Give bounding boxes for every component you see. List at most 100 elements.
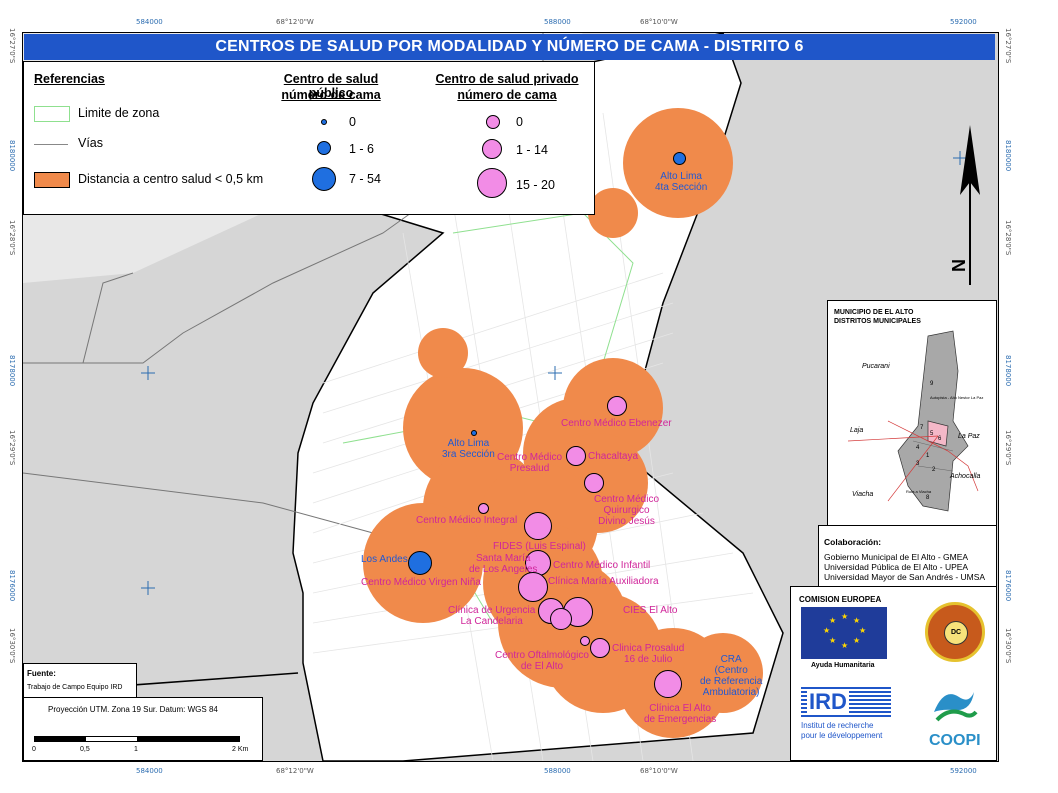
inset-road-2: Ruta a Viacha <box>906 489 932 494</box>
grid-bottom-2: 68°12'0"W <box>276 767 314 775</box>
label-los-andes: Los Andes <box>361 554 408 565</box>
grid-left-3: 16°28'0"S <box>8 220 16 256</box>
inset-district-6: 6 <box>938 436 942 442</box>
label-infantil: Centro Médico Infantil <box>553 560 651 571</box>
private-center-integral[interactable] <box>478 503 489 514</box>
svg-text:★: ★ <box>853 616 860 625</box>
grid-right-4: 8178000 <box>1004 355 1012 387</box>
ayuda-humanitaria-text: Ayuda Humanitaria <box>811 662 875 669</box>
eu-stars-icon: ★ ★★ ★★★ ★★ <box>823 612 866 650</box>
grid-left-7: 16°30'0"S <box>8 628 16 664</box>
grid-right-1: 16°27'0"S <box>1004 28 1012 64</box>
legend: Referencias Limite de zona Vías Distanci… <box>23 61 595 215</box>
private-center-prosalud[interactable] <box>590 638 610 658</box>
legend-heading: Referencias <box>34 72 105 86</box>
inset-title: MUNICIPIO DE EL ALTO DISTRITOS MUNICIPAL… <box>834 308 921 326</box>
inset-title-1: MUNICIPIO DE EL ALTO <box>834 309 914 316</box>
grid-bottom-5: 592000 <box>950 767 977 775</box>
fuente-text: Trabajo de Campo Equipo IRD <box>27 684 123 691</box>
colaboracion-line-3: Universidad Mayor de San Andrés - UMSA <box>824 572 986 582</box>
legend-publico-title-1: Centro de salud público <box>283 72 379 100</box>
legend-limite: Limite de zona <box>78 106 160 120</box>
ird-logo-icon: IRD <box>801 687 891 719</box>
label-alto-lima-3: Alto Lima 3ra Sección <box>442 438 495 460</box>
private-center-presalud[interactable] <box>566 446 586 466</box>
grid-right-2: 8180000 <box>1004 140 1012 172</box>
label-urgencia: Clínica de Urgencia La Candelaria <box>448 605 536 627</box>
colaboracion-line-1: Gobierno Municipal de El Alto - GMEA <box>824 552 969 562</box>
legend-privado-title-1: Centro de salud privado <box>435 72 579 86</box>
fuente-label: Fuente: <box>27 669 56 678</box>
coopi-text: COOPI <box>929 732 981 749</box>
private-center-small-2[interactable] <box>580 636 590 646</box>
inset-district-5: 5 <box>930 431 934 437</box>
grid-right-5: 16°29'0"S <box>1004 430 1012 466</box>
public-class-1: 1 - 6 <box>349 142 375 156</box>
comision-europea-text: COMISION EUROPEA <box>799 595 882 604</box>
svg-text:★: ★ <box>829 616 836 625</box>
map-title: CENTROS DE SALUD POR MODALIDAD Y NÚMERO … <box>24 34 995 60</box>
grid-bottom-4: 68°10'0"W <box>640 767 678 775</box>
label-presalud: Centro Médico Presalud <box>497 452 563 474</box>
zone-limit-swatch <box>34 106 70 122</box>
private-class-0-symbol <box>486 115 500 129</box>
grid-top-5: 592000 <box>950 18 977 26</box>
scale-tick-05: 0,5 <box>80 746 90 753</box>
inset-district-2: 2 <box>932 467 936 473</box>
grid-right-7: 16°30'0"S <box>1004 628 1012 664</box>
private-center-emergencias[interactable] <box>654 670 682 698</box>
private-class-1: 1 - 14 <box>516 143 548 157</box>
private-center-ebenezer[interactable] <box>607 396 627 416</box>
fuente-box: Fuente: Trabajo de Campo Equipo IRD <box>23 663 137 699</box>
north-arrow-icon <box>960 125 980 285</box>
ird-subtitle: Institut de recherche pour le développem… <box>801 721 883 740</box>
coopi-logo-icon <box>929 682 979 722</box>
label-oftalmologico: Centro Oftalmológico de El Alto <box>495 650 589 672</box>
public-center-alto-lima-4[interactable] <box>673 152 686 165</box>
svg-text:★: ★ <box>859 626 866 635</box>
scale-tick-0: 0 <box>32 746 36 753</box>
private-center-santa-maria[interactable] <box>525 550 551 576</box>
scale-tick-2km: 2 Km <box>232 746 249 753</box>
grid-left-6: 8176000 <box>8 570 16 602</box>
defensa-civil-logo-icon: DC <box>925 602 985 662</box>
inset-district-8: 8 <box>926 495 930 501</box>
grid-top-4: 68°10'0"W <box>640 18 678 26</box>
grid-top-2: 68°12'0"W <box>276 18 314 26</box>
projection-text: Proyección UTM. Zona 19 Sur. Datum: WGS … <box>48 705 218 714</box>
legend-privado-title-2: número de cama <box>457 88 557 102</box>
label-cies: CIES El Alto <box>623 605 678 616</box>
private-center-fides[interactable] <box>524 512 552 540</box>
grid-bottom-1: 584000 <box>136 767 163 775</box>
inset-la-paz: La Paz <box>958 433 980 440</box>
private-center-auxiliadora[interactable] <box>518 572 548 602</box>
private-center-divino-jesus[interactable] <box>584 473 604 493</box>
public-center-los-andes[interactable] <box>408 551 432 575</box>
dc-badge: DC <box>944 621 968 645</box>
eu-flag-icon: ★ ★ ★ ★ ★ ★ ★ ★ <box>801 607 887 659</box>
label-santa-maria: Santa María de Los Angeles <box>469 553 538 575</box>
legend-distancia: Distancia a centro salud < 0,5 km <box>78 172 264 186</box>
north-label: N <box>949 259 969 272</box>
public-class-2-symbol <box>312 167 336 191</box>
svg-text:★: ★ <box>853 636 860 645</box>
public-class-2: 7 - 54 <box>349 172 381 186</box>
colaboracion-title: Colaboración: <box>824 537 882 547</box>
grid-left-2: 8180000 <box>8 140 16 172</box>
label-auxiliadora: Clínica María Auxiliadora <box>548 576 659 587</box>
public-center-alto-lima-3[interactable] <box>471 430 477 436</box>
inset-pucarani: Pucarani <box>862 363 890 370</box>
public-class-1-symbol <box>317 141 331 155</box>
inset-viacha: Viacha <box>852 491 874 498</box>
label-divino-jesus: Centro Médico Quirurgico Divino Jesús <box>594 494 660 527</box>
inset-map: MUNICIPIO DE EL ALTO DISTRITOS MUNICIPAL… <box>827 300 997 526</box>
svg-text:★: ★ <box>841 612 848 621</box>
scale-tick-1: 1 <box>134 746 138 753</box>
grid-left-5: 16°29'0"S <box>8 430 16 466</box>
label-prosalud: Clinica Prosalud 16 de Julio <box>612 643 685 665</box>
ird-text: IRD <box>807 689 849 714</box>
private-center-small-1[interactable] <box>550 608 572 630</box>
roads-swatch <box>34 144 68 145</box>
grid-bottom-3: 588000 <box>544 767 571 775</box>
label-ebenezer: Centro Médico Ebenezer <box>561 418 672 429</box>
